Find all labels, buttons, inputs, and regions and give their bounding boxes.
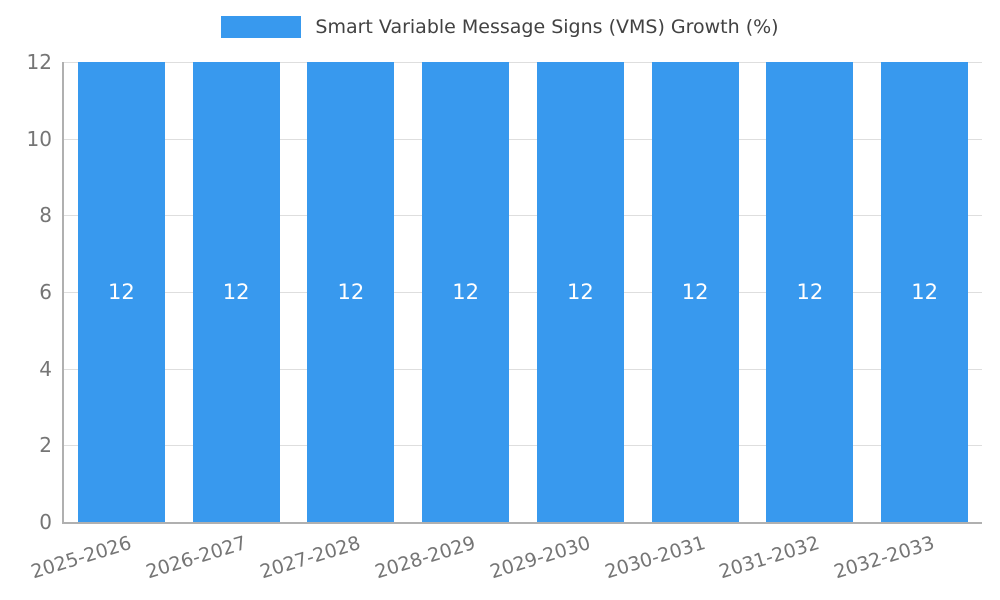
- x-axis-tick-label: 2031-2032: [716, 532, 823, 584]
- y-axis-tick-label: 10: [26, 126, 52, 151]
- bar-category: 12 2028-2029: [373, 62, 523, 583]
- gridline: [64, 62, 982, 63]
- bar-category: 12 2027-2028: [258, 62, 409, 583]
- y-axis-tick-label: 8: [39, 203, 52, 228]
- bar-category: 12 2032-2033: [832, 62, 982, 583]
- plot-area: 12 2025-2026 12 2026-2027 12 2027-2028 12 2028-…: [27, 50, 982, 583]
- bar-category: 12 2026-2027: [143, 62, 294, 583]
- bar: 12: [536, 62, 624, 522]
- bar: 12: [881, 62, 969, 522]
- bar-value-label: 12: [911, 280, 938, 304]
- bar-category: 12 2031-2032: [717, 62, 868, 583]
- legend-swatch[interactable]: [221, 16, 302, 38]
- bar: 12: [192, 62, 280, 522]
- bar-value-label: 12: [566, 280, 594, 304]
- bar-value-label: 12: [222, 280, 250, 304]
- bar: 12: [307, 62, 395, 522]
- y-axis-tick-label: 0: [39, 510, 52, 534]
- legend[interactable]: Smart Variable Message Signs (VMS) Growt…: [0, 16, 1000, 38]
- y-axis-tick-label: 4: [39, 356, 52, 381]
- gridline: [64, 292, 982, 293]
- y-axis-tick-label: 6: [39, 280, 52, 304]
- bar-value-label: 12: [337, 280, 365, 304]
- x-axis-tick-label: 2030-2031: [602, 532, 708, 584]
- x-axis-tick-label: 2032-2033: [831, 532, 938, 584]
- bar: 12: [77, 62, 165, 522]
- bar-value-label: 12: [796, 280, 824, 304]
- bar-value-label: 12: [107, 280, 135, 304]
- gridline: [64, 138, 982, 140]
- y-axis-tick-label: 2: [39, 433, 52, 458]
- gridline: [64, 445, 982, 447]
- gridline: [64, 368, 982, 370]
- gridline: [64, 215, 982, 217]
- x-axis-tick-label: 2025-2026: [28, 532, 134, 584]
- bar-value-label: 12: [452, 280, 479, 304]
- bar: 12: [766, 62, 854, 522]
- x-axis-tick-label: 2027-2028: [257, 532, 364, 584]
- bar: 12: [651, 62, 739, 522]
- x-axis-tick-label: 2026-2027: [143, 532, 249, 584]
- bar: 12: [422, 62, 510, 522]
- y-axis-tick-label: 12: [26, 50, 52, 74]
- x-axis-tick-label: 2029-2030: [487, 532, 593, 584]
- chart-title: Smart Variable Message Signs (VMS) Growt…: [315, 16, 779, 38]
- bar-category: 12 2025-2026: [28, 62, 179, 583]
- x-axis-tick-label: 2028-2029: [372, 532, 479, 584]
- bars-layer: 12 2025-2026 12 2026-2027 12 2027-2028 12 2028-…: [28, 62, 982, 583]
- bar-category: 12 2030-2031: [602, 62, 753, 583]
- bar-value-label: 12: [681, 280, 709, 304]
- bar-category: 12 2029-2030: [487, 62, 638, 583]
